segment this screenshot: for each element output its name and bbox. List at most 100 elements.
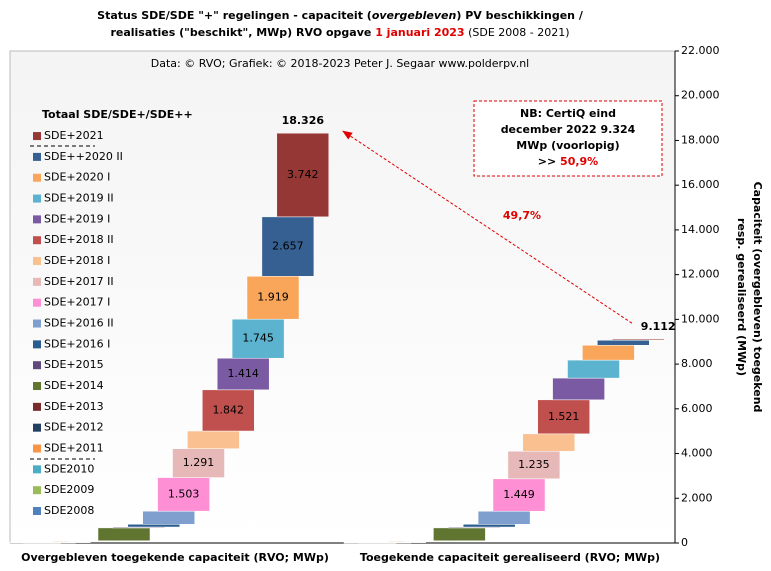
legend-swatch [33, 423, 41, 432]
legend-swatch [33, 132, 41, 141]
bar-segment [492, 478, 546, 512]
legend-swatch [33, 215, 41, 224]
bar-segment [462, 524, 516, 528]
legend-title: Totaal SDE/SDE+/SDE++ [42, 108, 193, 121]
note-text: MWp (voorlopig) [516, 139, 619, 152]
legend-label: SDE+2016 I [44, 337, 110, 350]
legend-swatch [33, 236, 41, 245]
legend-swatch [33, 507, 41, 515]
legend-label: SDE+2014 [44, 379, 104, 392]
legend-swatch [33, 361, 41, 370]
value-label: 2.657 [272, 240, 304, 253]
value-label: 1.449 [503, 488, 535, 501]
title-part: 1 januari 2023 [375, 26, 464, 39]
value-label: 1.235 [518, 458, 550, 471]
x-tick-label: Toegekende capaciteit gerealiseerd (RVO;… [360, 551, 660, 564]
legend-label: SDE+2016 II [44, 317, 114, 330]
legend-label: SDE+2019 I [44, 212, 110, 225]
legend-label: SDE+2020 I [44, 171, 110, 184]
y-tick-label: 14.000 [681, 223, 720, 236]
bar-segment [477, 510, 531, 525]
legend-label: SDE+2012 [44, 421, 104, 434]
legend-label: SDE++2020 II [44, 150, 123, 163]
legend-label: SDE+2017 I [44, 296, 110, 309]
bar-segment [611, 338, 665, 341]
bar-segment [276, 132, 330, 218]
legend-label: SDE+2018 II [44, 233, 114, 246]
value-label: 1.842 [213, 403, 245, 416]
note-box [473, 100, 663, 177]
legend-swatch [33, 486, 41, 495]
legend-swatch [33, 444, 41, 453]
title-part: Status SDE/SDE "+" regelingen - capacite… [97, 9, 372, 22]
y-tick-label: 0 [681, 536, 688, 549]
legend-swatch [33, 277, 41, 286]
legend-label: SDE+2011 [44, 442, 104, 455]
bar-segment [552, 377, 605, 401]
total-label: 9.112 [641, 320, 676, 333]
y-axis-title: Capaciteit (overgebleven) toegekend [751, 182, 764, 413]
bar-segment [216, 357, 270, 391]
y-tick-label: 22.000 [681, 44, 720, 57]
note-part: >> [538, 155, 560, 168]
legend-label: SDE+2015 [44, 358, 104, 371]
subtitle: Data: © RVO; Grafiek: © 2018-2023 Peter … [151, 57, 529, 70]
annotation: 49,7% [503, 209, 541, 222]
legend-swatch [33, 465, 41, 474]
legend-label: SDE2009 [44, 483, 94, 496]
value-label: 1.745 [242, 332, 274, 345]
bar-segment [142, 510, 195, 525]
y-tick-label: 20.000 [681, 89, 720, 102]
y-tick-label: 16.000 [681, 178, 720, 191]
y-axis-title: resp. gerealiseerd (MWp) [735, 218, 748, 376]
legend-label: SDE+2017 II [44, 275, 114, 288]
note-text: >> 50,9% [538, 155, 598, 168]
legend-swatch [33, 402, 41, 411]
bar-segment [231, 318, 285, 359]
value-label: 1.414 [227, 367, 259, 380]
chart-title: realisaties ("beschikt", MWp) RVO opgave… [110, 26, 569, 39]
legend-swatch [33, 152, 41, 161]
note-text: december 2022 9.324 [501, 123, 636, 136]
value-label: 1.503 [168, 487, 200, 500]
note-part: 50,9% [560, 155, 598, 168]
title-part: (SDE 2008 - 2021) [465, 26, 570, 39]
legend-swatch [33, 382, 41, 391]
y-tick-label: 6.000 [681, 402, 713, 415]
title-part: overgebleven [372, 9, 457, 22]
bar-segment [261, 216, 315, 277]
y-tick-label: 2.000 [681, 491, 713, 504]
legend-label: SDE+2018 I [44, 254, 110, 267]
legend-label: SDE+2019 II [44, 192, 114, 205]
x-tick-label: Overgebleven toegekende capaciteit (RVO;… [21, 551, 329, 564]
y-tick-label: 8.000 [681, 357, 713, 370]
y-tick-label: 4.000 [681, 447, 713, 460]
bar-segment [127, 524, 181, 528]
y-tick-label: 10.000 [681, 312, 720, 325]
legend-label: SDE+2013 [44, 400, 104, 413]
y-tick-label: 12.000 [681, 268, 720, 281]
y-tick-label: 18.000 [681, 133, 720, 146]
legend-swatch [33, 257, 41, 266]
legend-label: SDE+2021 [44, 129, 104, 142]
note-text: NB: CertiQ eind [520, 107, 616, 120]
bar-segment [522, 433, 576, 452]
legend-label: SDE2010 [44, 462, 94, 475]
bar-segment [537, 399, 590, 435]
bar-segment [567, 359, 620, 379]
total-label: 18.326 [282, 114, 325, 127]
bar-segment [157, 477, 210, 512]
legend-swatch [33, 194, 41, 203]
bar-segment [597, 340, 650, 346]
legend-label: SDE2008 [44, 504, 94, 517]
bar-segment [172, 448, 225, 478]
legend-swatch [33, 173, 41, 182]
legend-swatch [33, 340, 41, 349]
bar-segment [97, 527, 151, 542]
chart-title: Status SDE/SDE "+" regelingen - capacite… [97, 9, 584, 22]
legend-swatch [33, 298, 41, 307]
bar-segment [433, 527, 486, 542]
value-label: 3.742 [287, 168, 319, 181]
value-label: 1.291 [183, 456, 215, 469]
